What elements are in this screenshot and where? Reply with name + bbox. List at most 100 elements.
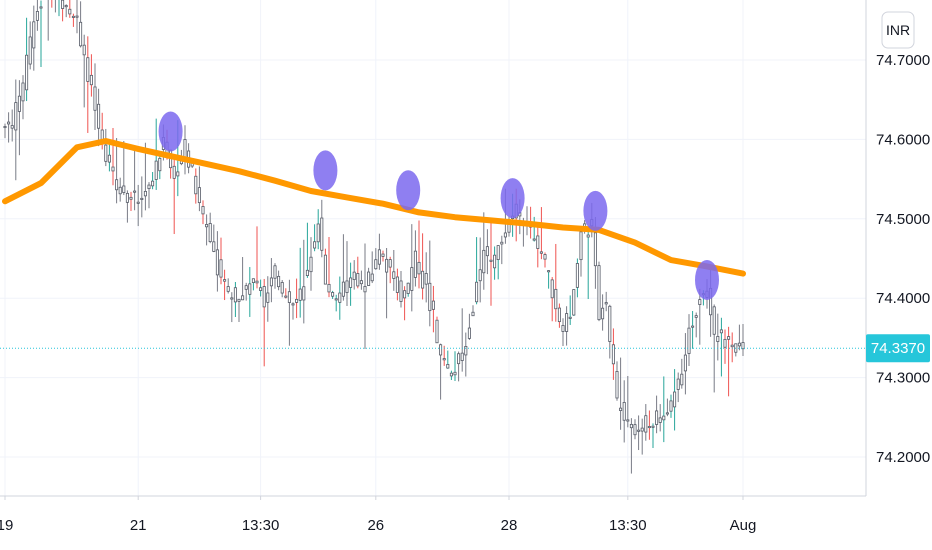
candle-body bbox=[75, 15, 79, 18]
candle-body bbox=[118, 186, 122, 195]
candle-body bbox=[284, 295, 288, 298]
x-tick-label: Aug bbox=[730, 517, 757, 534]
candle-body bbox=[629, 423, 633, 429]
current-price-badge: 74.3370 bbox=[866, 334, 930, 363]
y-tick-label: 74.3000 bbox=[876, 370, 930, 387]
candle-body bbox=[215, 249, 219, 276]
candle-body bbox=[251, 278, 255, 283]
touch-marker bbox=[583, 190, 608, 231]
candle-body bbox=[176, 171, 180, 177]
currency-button-frame bbox=[881, 11, 915, 49]
candle-body bbox=[485, 246, 489, 257]
candle-body bbox=[68, 8, 72, 15]
candle-body bbox=[323, 254, 327, 285]
candle-body bbox=[428, 282, 432, 312]
candle-body bbox=[640, 427, 644, 432]
candle-body bbox=[7, 121, 11, 125]
candle-body bbox=[442, 358, 446, 361]
candle-body bbox=[17, 95, 21, 112]
candle-body bbox=[172, 165, 176, 179]
touch-marker bbox=[158, 111, 183, 152]
currency-button[interactable]: INR bbox=[881, 11, 915, 49]
touch-marker bbox=[313, 150, 338, 191]
candle-body bbox=[370, 273, 374, 282]
candle-body bbox=[424, 273, 428, 285]
candle-body bbox=[349, 277, 353, 288]
candle-body bbox=[403, 290, 407, 299]
y-tick-label: 74.5000 bbox=[876, 211, 930, 228]
candle-body bbox=[313, 241, 317, 249]
x-tick-label: 26 bbox=[367, 517, 384, 534]
candle-body bbox=[241, 295, 245, 301]
candle-body bbox=[561, 325, 565, 332]
candle-body bbox=[35, 11, 39, 21]
candle-body bbox=[259, 287, 263, 291]
candle-body bbox=[233, 287, 237, 303]
candle-body bbox=[565, 313, 569, 332]
candle-body bbox=[302, 286, 306, 301]
candle-body bbox=[331, 292, 335, 297]
candle-body bbox=[381, 253, 385, 257]
currency-label: INR bbox=[886, 22, 910, 38]
candle-body bbox=[14, 102, 18, 131]
candle-body bbox=[309, 256, 313, 273]
candle-body bbox=[223, 279, 227, 282]
y-axis: 74.7000 74.6000 74.5000 74.4000 74.3000 74.20… bbox=[876, 52, 930, 466]
candle-body bbox=[341, 281, 345, 297]
candle-body bbox=[626, 419, 630, 422]
candle-body bbox=[334, 298, 338, 301]
candle-body bbox=[665, 412, 669, 415]
candle-body bbox=[575, 263, 579, 288]
candle-body bbox=[727, 336, 731, 340]
x-tick-label: 13:30 bbox=[609, 517, 647, 534]
candle-body bbox=[467, 327, 471, 339]
y-tick-label: 74.4000 bbox=[876, 290, 930, 307]
candle-body bbox=[363, 286, 367, 293]
candle-body bbox=[212, 241, 216, 252]
y-tick-label: 74.6000 bbox=[876, 131, 930, 148]
candle-body bbox=[205, 224, 209, 228]
candle-body bbox=[107, 154, 111, 163]
candle-body bbox=[662, 415, 666, 421]
candle-body bbox=[453, 371, 457, 376]
candle-body bbox=[644, 415, 648, 433]
candle-body bbox=[129, 196, 133, 200]
candle-body bbox=[633, 424, 637, 436]
candle-body bbox=[338, 292, 342, 303]
candle-body bbox=[475, 281, 479, 303]
candle-body bbox=[392, 271, 396, 279]
candle-body bbox=[230, 297, 234, 300]
moving-average-line bbox=[2, 138, 746, 277]
candle-body bbox=[39, 6, 43, 9]
candle-body bbox=[431, 300, 435, 310]
candle-body bbox=[439, 344, 443, 356]
candle-body bbox=[619, 407, 623, 411]
candle-body bbox=[503, 232, 507, 238]
candle-body bbox=[151, 180, 155, 187]
candle-body bbox=[676, 378, 680, 390]
x-tick-label: 21 bbox=[130, 517, 147, 534]
candle-body bbox=[158, 157, 162, 172]
candle-body bbox=[568, 316, 572, 319]
candle-body bbox=[406, 282, 410, 294]
candle-body bbox=[320, 217, 324, 251]
candle-body bbox=[723, 338, 727, 348]
candle-body bbox=[86, 57, 90, 82]
candle-body bbox=[280, 282, 284, 294]
candle-body bbox=[622, 402, 626, 421]
candle-body bbox=[147, 184, 151, 190]
candle-body bbox=[295, 298, 299, 303]
candle-body bbox=[385, 258, 389, 273]
candle-body bbox=[687, 327, 691, 354]
candle-body bbox=[273, 265, 277, 279]
candle-body bbox=[421, 270, 425, 289]
candle-body bbox=[291, 303, 295, 306]
candle-body bbox=[716, 336, 720, 342]
candle-body bbox=[377, 249, 381, 265]
candle-body bbox=[446, 364, 450, 369]
candle-body bbox=[615, 371, 619, 399]
candle-body bbox=[82, 44, 86, 56]
candle-body bbox=[399, 280, 403, 302]
candle-body bbox=[32, 21, 36, 49]
